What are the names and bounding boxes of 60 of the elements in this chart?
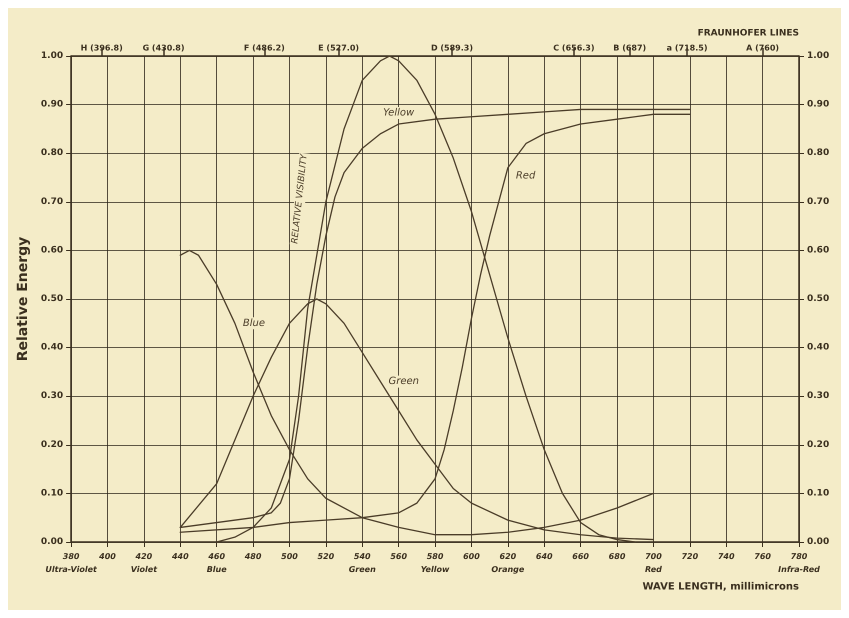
x2-tick-label: E (527.0): [318, 44, 360, 52]
x-tick-label: 440: [170, 552, 190, 561]
x-tick-label: 540 Green: [348, 552, 376, 574]
x-tick-label: 680: [608, 552, 626, 561]
y2-tick-label: 0.70: [807, 196, 830, 207]
series-label: Green: [388, 376, 419, 388]
y2-tick-label: 0.30: [807, 391, 830, 402]
x-tick-label: 400: [98, 552, 116, 561]
x-tick-label: 720: [681, 552, 699, 561]
x-axis-title: WAVE LENGTH, millimicrons: [642, 582, 800, 592]
y-tick-label: 0.40: [40, 342, 64, 353]
y-axis-title: Relative Energy: [15, 236, 31, 362]
x2-axis-title: FRAUNHOFER LINES: [698, 28, 799, 38]
x-tick-label: 560: [390, 552, 408, 561]
x2-tick-label: H (396.8): [80, 44, 123, 52]
x-tick-label: 760: [754, 552, 772, 561]
y2-tick-label: 1.00: [807, 51, 830, 61]
y2-tick-label: 0.90: [807, 100, 830, 110]
x2-tick-label: a (718.5): [666, 44, 708, 52]
x-tick-label: 700 Red: [644, 552, 662, 574]
x-tick-label: 600: [463, 552, 480, 561]
y-tick-label: 0.70: [40, 196, 64, 207]
x-tick-label: 420 Violet: [130, 552, 158, 574]
x-tick-label: 740: [718, 552, 735, 561]
x-tick-label: 580 Yellow: [420, 552, 450, 574]
y2-tick-label: 0.10: [807, 488, 830, 498]
x-tick-label: 480: [244, 552, 262, 561]
x2-tick-label: B (687): [613, 44, 646, 52]
y2-tick-label: 0.60: [807, 245, 830, 256]
y-tick-label: 0.60: [40, 245, 64, 256]
x-tick-label: 640: [536, 552, 554, 561]
y-tick-label: 0.50: [40, 294, 64, 304]
x2-tick-label: D (589.3): [430, 44, 473, 52]
x-tick-label: 460 Blue: [206, 552, 228, 574]
y-tick-label: 0.10: [40, 488, 64, 498]
y-tick-label: 0.00: [40, 537, 64, 547]
y2-tick-label: 0.80: [807, 148, 830, 158]
x-tick-label: 500: [281, 552, 298, 561]
y2-tick-label: 0.20: [807, 440, 830, 450]
series-label: Red: [516, 170, 536, 182]
x2-tick-label: A (760): [746, 44, 780, 52]
x2-tick-label: F (486.2): [244, 44, 285, 52]
x2-tick-label: G (430.8): [142, 44, 185, 52]
series-label: Yellow: [383, 108, 415, 119]
y-tick-label: 0.30: [40, 391, 64, 402]
y2-tick-label: 0.00: [807, 537, 830, 547]
x-tick-label: 380 Ultra-Violet: [45, 552, 98, 574]
y-tick-label: 1.00: [40, 51, 64, 61]
y-tick-label: 0.20: [40, 440, 64, 450]
x2-tick-label: C (656.3): [553, 44, 595, 52]
x-tick-label: 520: [318, 552, 335, 561]
y-tick-label: 0.80: [40, 148, 64, 158]
x-tick-label: 620 Orange: [491, 552, 525, 574]
text: RELATIVE VISIBILITY: [290, 152, 310, 244]
y2-tick-label: 0.50: [807, 294, 830, 304]
y-tick-label: 0.90: [40, 100, 64, 110]
x-tick-label: 780 Infra-Red: [778, 552, 820, 574]
series-label: Blue: [242, 318, 266, 329]
x-tick-label: 660: [572, 552, 590, 561]
y2-tick-label: 0.40: [807, 342, 830, 353]
